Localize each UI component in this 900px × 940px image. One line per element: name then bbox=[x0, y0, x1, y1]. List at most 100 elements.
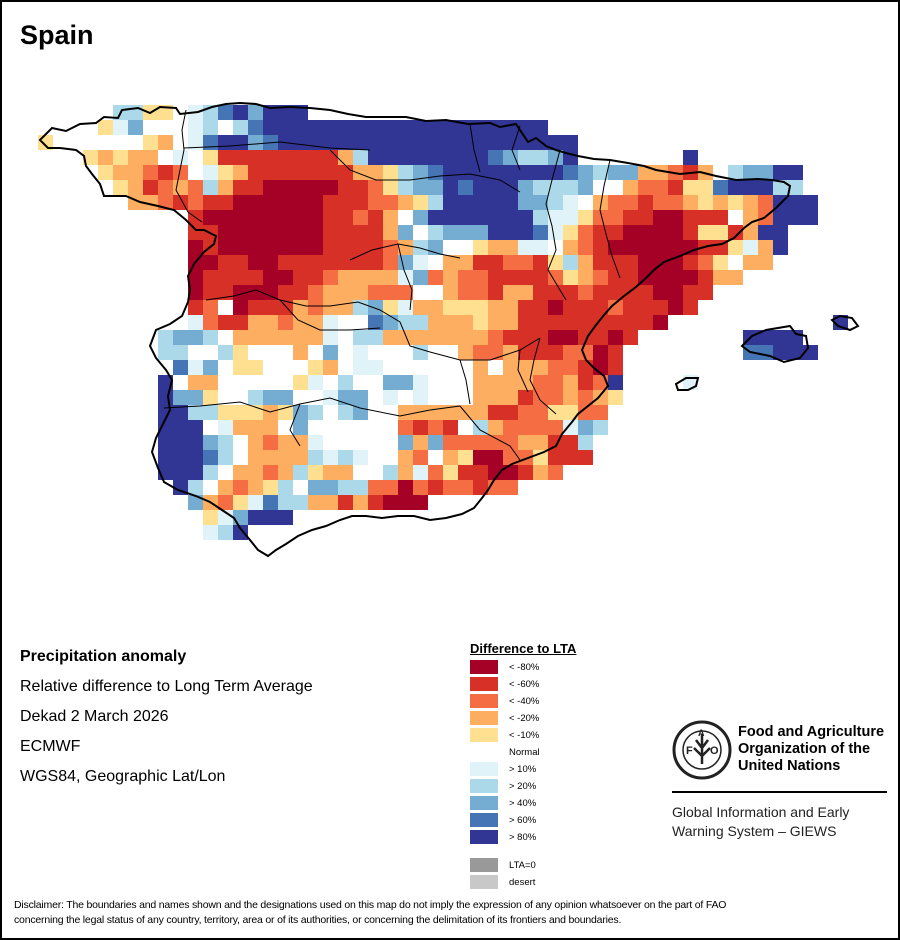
grid-cell bbox=[353, 360, 368, 375]
giews-line: Warning System – GIEWS bbox=[672, 823, 837, 839]
grid-cell bbox=[248, 225, 263, 240]
grid-cell bbox=[473, 255, 488, 270]
grid-cell bbox=[563, 360, 578, 375]
grid-cell bbox=[668, 225, 683, 240]
grid-cell bbox=[443, 315, 458, 330]
grid-cell bbox=[518, 435, 533, 450]
legend-item: > 20% bbox=[470, 778, 670, 795]
grid-cell bbox=[278, 180, 293, 195]
grid-cell bbox=[398, 270, 413, 285]
grid-cell bbox=[323, 195, 338, 210]
grid-cell bbox=[188, 450, 203, 465]
grid-cell bbox=[353, 285, 368, 300]
grid-cell bbox=[458, 180, 473, 195]
grid-cell bbox=[233, 495, 248, 510]
grid-cell bbox=[593, 165, 608, 180]
grid-cell bbox=[473, 465, 488, 480]
grid-cell bbox=[473, 420, 488, 435]
grid-cell bbox=[368, 165, 383, 180]
grid-cell bbox=[173, 420, 188, 435]
grid-cell bbox=[563, 375, 578, 390]
grid-cell bbox=[548, 420, 563, 435]
grid-cell bbox=[308, 135, 323, 150]
grid-cell bbox=[248, 240, 263, 255]
grid-cell bbox=[458, 195, 473, 210]
grid-cell bbox=[548, 180, 563, 195]
grid-cell bbox=[458, 225, 473, 240]
grid-cell bbox=[203, 315, 218, 330]
grid-cell bbox=[503, 375, 518, 390]
grid-cell bbox=[473, 165, 488, 180]
grid-cell bbox=[653, 300, 668, 315]
grid-cell bbox=[653, 195, 668, 210]
grid-cell bbox=[668, 285, 683, 300]
grid-cell bbox=[353, 255, 368, 270]
info-line-projection: WGS84, Geographic Lat/Lon bbox=[20, 768, 226, 785]
grid-cell bbox=[248, 450, 263, 465]
grid-cell bbox=[413, 300, 428, 315]
grid-cell bbox=[578, 405, 593, 420]
grid-cell bbox=[503, 180, 518, 195]
grid-cell bbox=[293, 150, 308, 165]
grid-cell bbox=[158, 330, 173, 345]
grid-cell bbox=[548, 330, 563, 345]
grid-cell bbox=[383, 225, 398, 240]
grid-cell bbox=[368, 210, 383, 225]
grid-cell bbox=[338, 270, 353, 285]
grid-cell bbox=[248, 270, 263, 285]
grid-cell bbox=[593, 330, 608, 345]
grid-cell bbox=[488, 435, 503, 450]
grid-cell bbox=[503, 420, 518, 435]
grid-cell bbox=[263, 285, 278, 300]
grid-cell bbox=[473, 300, 488, 315]
grid-cell bbox=[383, 480, 398, 495]
grid-cells bbox=[38, 105, 848, 540]
legend-label: < -20% bbox=[509, 713, 540, 724]
grid-cell bbox=[308, 240, 323, 255]
grid-cell bbox=[353, 225, 368, 240]
grid-cell bbox=[428, 315, 443, 330]
grid-cell bbox=[173, 465, 188, 480]
grid-cell bbox=[263, 495, 278, 510]
legend-label: > 20% bbox=[509, 781, 537, 792]
legend-item: < -80% bbox=[470, 659, 670, 676]
grid-cell bbox=[533, 225, 548, 240]
grid-cell bbox=[683, 180, 698, 195]
grid-cell bbox=[293, 240, 308, 255]
grid-cell bbox=[323, 285, 338, 300]
grid-cell bbox=[788, 165, 803, 180]
grid-cell bbox=[353, 405, 368, 420]
grid-cell bbox=[293, 435, 308, 450]
grid-cell bbox=[473, 225, 488, 240]
grid-cell bbox=[368, 255, 383, 270]
grid-cell bbox=[488, 405, 503, 420]
grid-cell bbox=[563, 180, 578, 195]
disclaimer: Disclaimer: The boundaries and names sho… bbox=[14, 898, 884, 928]
grid-cell bbox=[413, 465, 428, 480]
grid-cell bbox=[338, 390, 353, 405]
grid-cell bbox=[443, 405, 458, 420]
grid-cell bbox=[218, 270, 233, 285]
grid-cell bbox=[488, 420, 503, 435]
grid-cell bbox=[278, 390, 293, 405]
grid-cell bbox=[128, 150, 143, 165]
grid-cell bbox=[263, 435, 278, 450]
grid-cell bbox=[683, 240, 698, 255]
grid-cell bbox=[128, 165, 143, 180]
grid-cell bbox=[698, 270, 713, 285]
grid-cell bbox=[593, 420, 608, 435]
grid-cell bbox=[413, 180, 428, 195]
grid-cell bbox=[398, 165, 413, 180]
grid-cell bbox=[398, 180, 413, 195]
grid-cell bbox=[473, 285, 488, 300]
grid-cell bbox=[623, 180, 638, 195]
grid-cell bbox=[233, 135, 248, 150]
grid-cell bbox=[593, 240, 608, 255]
grid-cell bbox=[548, 270, 563, 285]
grid-cell bbox=[473, 480, 488, 495]
grid-cell bbox=[323, 390, 338, 405]
grid-cell bbox=[383, 465, 398, 480]
grid-cell bbox=[698, 195, 713, 210]
grid-cell bbox=[173, 435, 188, 450]
grid-cell bbox=[383, 150, 398, 165]
